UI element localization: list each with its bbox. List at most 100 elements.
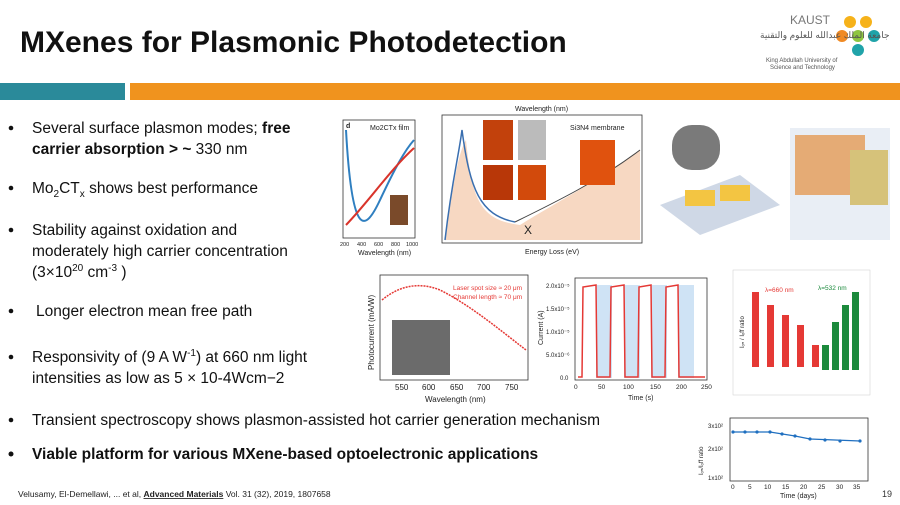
tick-label: 5 — [748, 484, 752, 491]
axis-label: Wavelength (nm) — [358, 250, 411, 257]
tick-label: 2x10² — [708, 447, 723, 453]
tick-label: 200 — [340, 242, 349, 248]
teal-bar — [0, 83, 125, 100]
text-part: cm — [83, 264, 108, 281]
axis-label: Photocurrent (mA/W) — [367, 295, 376, 370]
tick-label: 200 — [676, 384, 687, 391]
bullet-text: (3×1020 cm-3 ) — [32, 263, 127, 281]
text-part: (3×10 — [32, 264, 72, 281]
bullet-text: Stability against oxidation and — [32, 222, 237, 239]
figure-current: 2.0x10⁻⁵ 1.5x10⁻⁵ 1.0x10⁻⁵ 5.0x10⁻⁶ 0.0 0 50 1… — [538, 277, 712, 402]
tick-label: 10 — [764, 484, 772, 491]
axis-label: Wavelength (nm) — [515, 106, 568, 113]
tick-label: 35 — [853, 484, 861, 491]
tick-label: 1.5x10⁻⁵ — [546, 306, 570, 313]
axis-label: Iₒₙ/Iₒff ratio — [699, 446, 705, 475]
tick-label: 0 — [574, 384, 578, 391]
tick-label: 0 — [731, 484, 735, 491]
fig-label: λ=532 nm — [818, 285, 847, 292]
text-part: -3 — [108, 263, 117, 274]
citation: Velusamy, El-Demellawi, ... et al, Advan… — [18, 489, 331, 499]
fig-label: Si3N4 membrane — [570, 125, 625, 132]
axis-label: Time (days) — [780, 493, 817, 500]
tick-label: 3x10² — [708, 424, 723, 430]
tick-label: 550 — [395, 383, 409, 392]
panel-label: d — [346, 123, 350, 130]
tick-label: 800 — [391, 242, 400, 248]
figure-device — [660, 125, 780, 235]
axis-label: Current (A) — [538, 310, 545, 345]
axis-label: Wavelength (nm) — [425, 395, 486, 404]
bullet-text: Responsivity of (9 A W-1) at 660 nm ligh… — [32, 348, 308, 366]
tick-label: 600 — [374, 242, 383, 248]
orange-bar — [130, 83, 900, 100]
text-part: Several surface plasmon modes; — [32, 120, 262, 137]
text-part: 330 nm — [191, 141, 247, 158]
text-part: Vol. 31 (32), 2019, 1807658 — [223, 489, 331, 499]
fig-label: Channel length ≈ 70 μm — [453, 294, 522, 301]
tick-label: 2.0x10⁻⁵ — [546, 283, 570, 290]
text-part: Mo — [32, 180, 54, 197]
logo-name: KAUST — [790, 13, 831, 27]
figure-photocurrent: Laser spot size ≈ 20 μm Channel length ≈… — [367, 274, 529, 404]
bullet-text: Several surface plasmon modes; free — [32, 120, 291, 137]
tick-label: 5.0x10⁻⁶ — [546, 352, 570, 359]
title: MXenes for Plasmonic Photodetection — [20, 26, 567, 59]
tick-label: 400 — [357, 242, 366, 248]
text-part: shows best performance — [85, 180, 258, 197]
bullet-text: moderately high carrier concentration — [32, 243, 288, 260]
tick-label: 0.0 — [560, 376, 569, 382]
figure-eels: Wavelength (nm) Si3N4 membrane X Energy … — [441, 106, 643, 256]
tick-label: 30 — [836, 484, 844, 491]
logo-arabic: جامعة الملك عبدالله للعلوم والتقنية — [760, 30, 890, 41]
logo-english: Science and Technology — [770, 65, 835, 71]
bullet-text: Transient spectroscopy shows plasmon-ass… — [32, 412, 600, 429]
fig-label: Mo2CTx film — [370, 125, 409, 132]
tick-label: 15 — [782, 484, 790, 491]
figure-absorption: d Mo2CTx film 200 400 600 800 1000 Wavelengt… — [340, 119, 418, 257]
bullets: Several surface plasmon modes; free carr… — [8, 120, 600, 463]
bullet-text: carrier absorption > ~ 330 nm — [32, 141, 247, 158]
tick-label: 25 — [818, 484, 826, 491]
tick-label: 150 — [650, 384, 661, 391]
figure-ratio-bars: λ=660 nm λ=532 nm Iₒₙ / Iₒff ratio — [732, 269, 871, 396]
page-number: 19 — [882, 489, 892, 499]
text-part: Advanced Materials — [144, 489, 224, 499]
logo-english: King Abdullah University of — [766, 58, 838, 64]
text-part: ) at 660 nm light — [196, 349, 308, 366]
tick-label: 750 — [505, 383, 519, 392]
bullet-text: Longer electron mean free path — [36, 303, 252, 320]
axis-label: Time (s) — [628, 395, 653, 402]
bullet-text: Mo2CTx shows best performance — [32, 180, 258, 200]
text-part: Responsivity of (9 A W — [32, 349, 187, 366]
logo: KAUST جامعة الملك عبدالله للعلوم والتقني… — [760, 13, 890, 71]
text-part: x — [80, 189, 85, 200]
text-part: free — [262, 120, 291, 137]
tick-label: 50 — [598, 384, 606, 391]
tick-label: 100 — [623, 384, 634, 391]
text-part: -1 — [187, 348, 196, 359]
axis-label: Energy Loss (eV) — [525, 249, 579, 256]
tick-label: 1.0x10⁻⁵ — [546, 329, 570, 336]
figure-stability: 3x10² 2x10² 1x10² 0 5 10 15 20 25 30 35 Time (day… — [699, 417, 869, 500]
text-part: 20 — [72, 263, 84, 274]
bullet-text: Viable platform for various MXene-based … — [32, 446, 538, 463]
text-part: carrier absorption > ~ — [32, 141, 191, 158]
text-part: 2 — [54, 189, 60, 200]
text-part: CT — [59, 180, 80, 197]
fig-label: X — [524, 223, 532, 237]
text-part: ) — [117, 264, 126, 281]
fig-label: λ=660 nm — [765, 287, 794, 294]
tick-label: 650 — [450, 383, 464, 392]
tick-label: 700 — [477, 383, 491, 392]
tick-label: 1000 — [406, 242, 418, 248]
tick-label: 250 — [701, 384, 712, 391]
fig-label: Laser spot size ≈ 20 μm — [453, 285, 522, 292]
tick-label: 600 — [422, 383, 436, 392]
tick-label: 20 — [800, 484, 808, 491]
tick-label: 1x10² — [708, 476, 723, 482]
figure-lattice — [790, 128, 890, 240]
axis-label: Iₒₙ / Iₒff ratio — [740, 316, 746, 348]
